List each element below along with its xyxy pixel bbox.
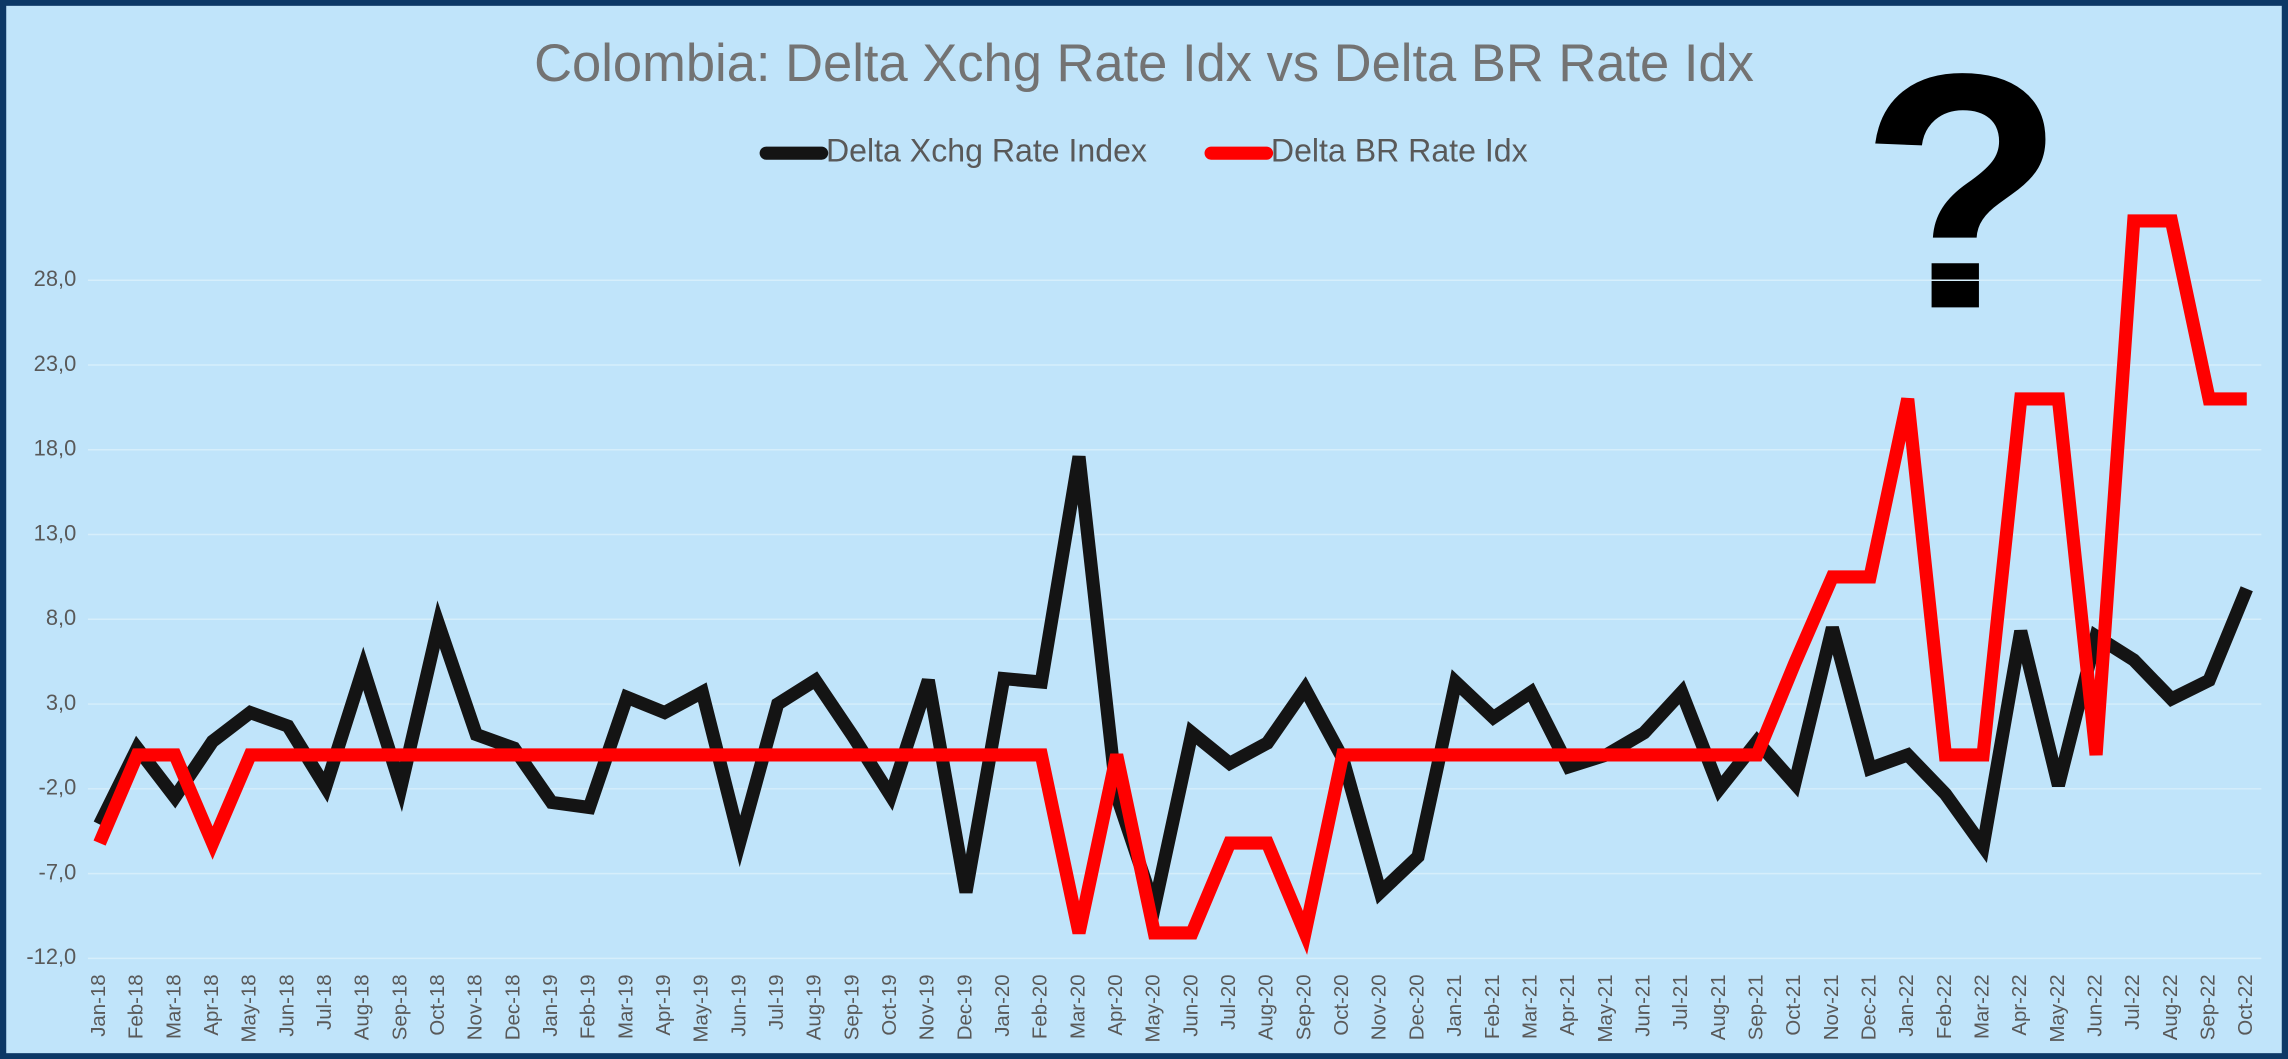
x-tick-label: May-22 xyxy=(2047,974,2069,1042)
x-tick-label: May-21 xyxy=(1595,974,1617,1042)
x-tick-label: Jun-22 xyxy=(2084,974,2106,1036)
x-tick-label: Aug-19 xyxy=(804,974,826,1040)
x-tick-label: May-20 xyxy=(1143,974,1165,1042)
series-line xyxy=(93,455,2253,933)
annotation: ? xyxy=(1860,4,2065,379)
y-tick-label: 3,0 xyxy=(46,690,76,715)
x-tick-label: Feb-20 xyxy=(1030,974,1052,1039)
y-tick-label: -7,0 xyxy=(39,859,77,884)
x-tick-label: Jun-20 xyxy=(1180,974,1202,1036)
x-tick-label: Sep-22 xyxy=(2197,974,2219,1040)
x-tick-label: Oct-22 xyxy=(2235,974,2257,1035)
x-tick-label: Dec-20 xyxy=(1406,974,1428,1040)
chart-title: Colombia: Delta Xchg Rate Idx vs Delta B… xyxy=(534,34,1754,93)
y-tick-label: -12,0 xyxy=(26,944,76,969)
x-tick-label: Jun-19 xyxy=(728,974,750,1036)
x-tick-label: Jan-18 xyxy=(88,974,110,1036)
x-tick-label: Feb-22 xyxy=(1934,974,1956,1039)
legend-label: Delta Xchg Rate Index xyxy=(826,133,1147,169)
x-tick-label: Apr-22 xyxy=(2009,974,2031,1035)
x-tick-label: Nov-19 xyxy=(917,974,939,1040)
x-tick-label: Dec-18 xyxy=(502,974,524,1040)
x-tick-label: Sep-20 xyxy=(1293,974,1315,1040)
x-tick-label: Mar-18 xyxy=(163,974,185,1039)
x-tick-label: Sep-18 xyxy=(389,974,411,1040)
x-tick-label: Feb-19 xyxy=(578,974,600,1039)
x-tick-label: Apr-18 xyxy=(201,974,223,1035)
x-tick-label: Jan-22 xyxy=(1896,974,1918,1036)
x-tick-label: Aug-20 xyxy=(1256,974,1278,1040)
x-tick-label: Oct-20 xyxy=(1331,974,1353,1035)
x-tick-label: Jul-18 xyxy=(314,974,336,1030)
x-tick-label: Apr-20 xyxy=(1105,974,1127,1035)
series-line xyxy=(93,214,2247,955)
x-tick-label: Jun-18 xyxy=(276,974,298,1036)
x-tick-label: Oct-21 xyxy=(1783,974,1805,1035)
x-tick-label: Jan-21 xyxy=(1444,974,1466,1036)
x-tick-label: Aug-21 xyxy=(1708,974,1730,1040)
x-tick-label: Aug-18 xyxy=(352,974,374,1040)
x-tick-label: Jul-20 xyxy=(1218,974,1240,1030)
x-tick-label: Oct-19 xyxy=(879,974,901,1035)
y-tick-label: 18,0 xyxy=(34,436,77,461)
x-tick-label: Aug-22 xyxy=(2160,974,2182,1040)
x-tick-label: Feb-21 xyxy=(1482,974,1504,1039)
x-tick-label: Mar-20 xyxy=(1067,974,1089,1039)
x-tick-label: Nov-21 xyxy=(1821,974,1843,1040)
x-tick-label: Nov-20 xyxy=(1369,974,1391,1040)
x-tick-label: Sep-19 xyxy=(841,974,863,1040)
x-tick-label: May-18 xyxy=(239,974,261,1042)
y-tick-label: 8,0 xyxy=(46,605,76,630)
x-tick-label: Oct-18 xyxy=(427,974,449,1035)
x-tick-label: Nov-18 xyxy=(465,974,487,1040)
x-tick-label: Jan-20 xyxy=(992,974,1014,1036)
x-tick-label: Jan-19 xyxy=(540,974,562,1036)
x-tick-label: Feb-18 xyxy=(126,974,148,1039)
x-tick-label: May-19 xyxy=(691,974,713,1042)
y-tick-label: -2,0 xyxy=(39,775,77,800)
x-tick-label: Mar-22 xyxy=(1971,974,1993,1039)
x-tick-label: Jul-22 xyxy=(2122,974,2144,1030)
x-tick-label: Jul-21 xyxy=(1670,974,1692,1030)
x-tick-label: Jun-21 xyxy=(1632,974,1654,1036)
y-tick-label: 13,0 xyxy=(34,520,77,545)
x-tick-label: Jul-19 xyxy=(766,974,788,1030)
y-tick-label: 28,0 xyxy=(34,266,77,291)
x-tick-label: Apr-19 xyxy=(653,974,675,1035)
x-tick-label: Sep-21 xyxy=(1745,974,1767,1040)
x-tick-label: Mar-19 xyxy=(615,974,637,1039)
legend-label: Delta BR Rate Idx xyxy=(1271,133,1528,169)
x-tick-label: Dec-19 xyxy=(954,974,976,1040)
y-tick-label: 23,0 xyxy=(34,351,77,376)
x-tick-label: Mar-21 xyxy=(1519,974,1541,1039)
x-tick-label: Dec-21 xyxy=(1858,974,1880,1040)
x-tick-label: Apr-21 xyxy=(1557,974,1579,1035)
